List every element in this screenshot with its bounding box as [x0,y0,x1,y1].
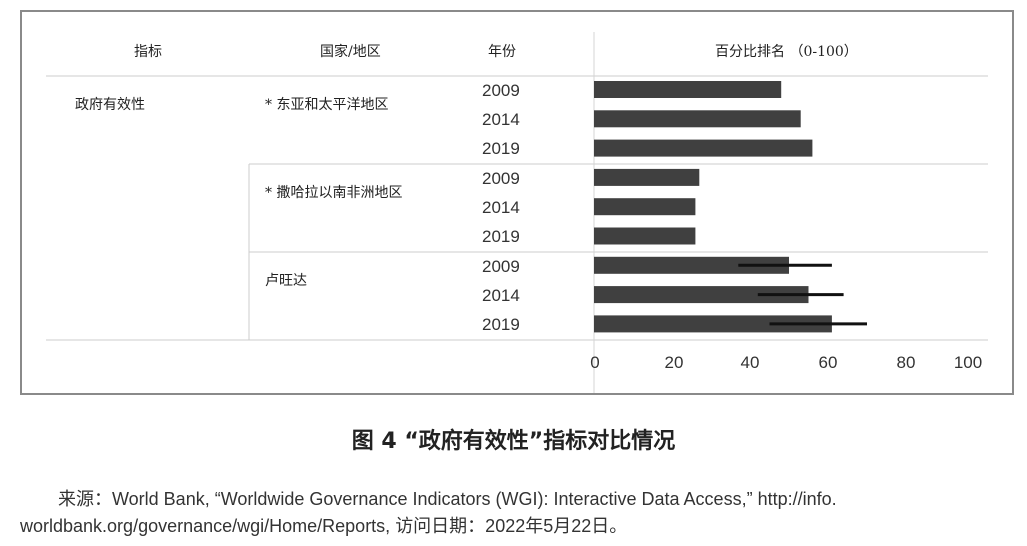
x-tick-label: 20 [664,353,684,372]
bar [594,256,789,274]
header-indicator: 指标 [134,44,162,60]
x-tick-label: 40 [740,353,760,372]
x-tick-label: 60 [818,353,838,372]
bar [594,139,813,157]
source-line-2: worldbank.org/governance/wgi/Home/Report… [20,516,628,536]
source-line-1: 来源：World Bank, “Worldwide Governance Ind… [58,489,837,509]
x-tick-label: 80 [896,353,916,372]
bar [594,168,700,186]
group-label-east-asia: * 东亚和太平洋地区 [265,97,389,113]
bar [594,81,782,98]
chart-plot [46,32,988,393]
header-country: 国家/地区 [320,44,381,60]
header-rank: 百分比排名 （0-100） [715,44,858,60]
source-note: 来源：World Bank, “Worldwide Governance Ind… [20,486,1010,540]
year-label: 2014 [482,110,520,129]
year-label: 2014 [482,286,520,305]
bar [594,227,696,245]
chart-figure: 指标 国家/地区 年份 百分比排名 （0-100） 政府有效性 * 东亚和太平洋… [20,10,1014,395]
year-label: 2009 [482,81,520,100]
year-label: 2019 [482,227,520,246]
bar [594,315,832,333]
year-label: 2019 [482,315,520,334]
figure-caption: 图 4 “政府有效性”指标对比情况 [351,429,676,454]
group-label-rwanda: 卢旺达 [265,273,307,289]
year-label: 2019 [482,139,520,158]
indicator-label: 政府有效性 [75,97,145,113]
year-label: 2009 [482,169,520,188]
year-label: 2009 [482,257,520,276]
x-tick-label: 0 [590,353,600,372]
bar [594,286,809,304]
bar [594,110,801,128]
x-tick-label: 100 [953,353,983,372]
year-label: 2014 [482,198,520,217]
header-year: 年份 [488,44,516,60]
bar [594,198,696,216]
group-label-sub-saharan: * 撒哈拉以南非洲地区 [265,185,403,201]
